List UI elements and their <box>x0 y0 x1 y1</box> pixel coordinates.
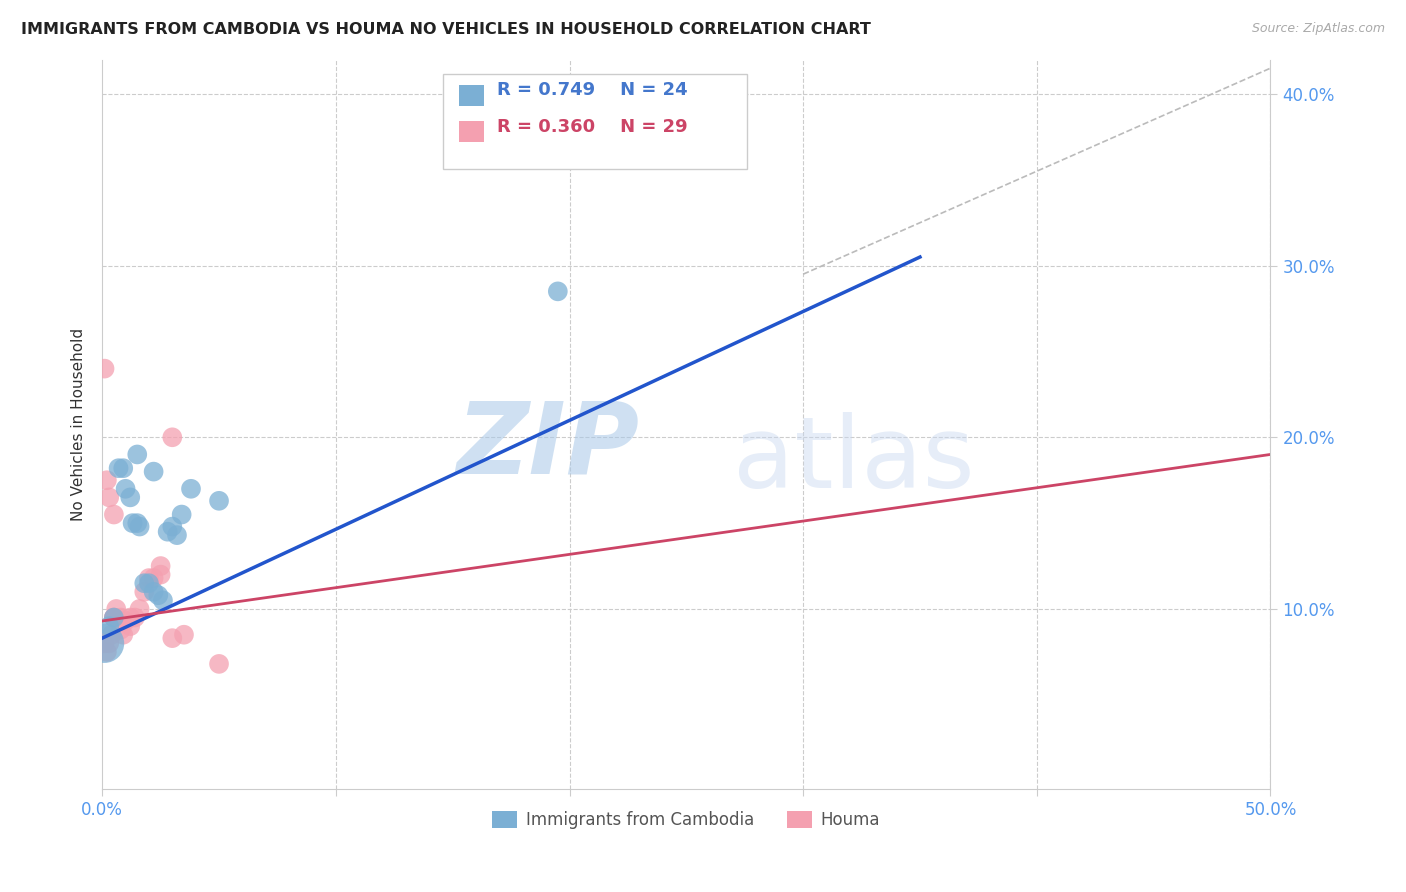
Point <box>98 491 121 505</box>
Point <box>148 588 170 602</box>
Point <box>152 593 174 607</box>
Point <box>138 576 160 591</box>
Point <box>112 461 135 475</box>
Point <box>103 610 125 624</box>
Point <box>112 628 135 642</box>
FancyBboxPatch shape <box>443 74 747 169</box>
Point <box>120 619 142 633</box>
Point <box>162 519 184 533</box>
Text: ZIP: ZIP <box>457 398 640 495</box>
Point <box>100 628 122 642</box>
Point <box>96 473 118 487</box>
Text: IMMIGRANTS FROM CAMBODIA VS HOUMA NO VEHICLES IN HOUSEHOLD CORRELATION CHART: IMMIGRANTS FROM CAMBODIA VS HOUMA NO VEH… <box>21 22 870 37</box>
Point <box>98 619 121 633</box>
Point <box>142 571 165 585</box>
FancyBboxPatch shape <box>458 85 484 105</box>
Legend: Immigrants from Cambodia, Houma: Immigrants from Cambodia, Houma <box>486 804 887 836</box>
Point <box>149 567 172 582</box>
Point <box>127 447 149 461</box>
Point <box>105 602 128 616</box>
FancyBboxPatch shape <box>458 121 484 142</box>
Point <box>208 657 231 671</box>
Point <box>149 559 172 574</box>
Text: R = 0.749    N = 24: R = 0.749 N = 24 <box>498 81 688 99</box>
Point <box>128 519 150 533</box>
Y-axis label: No Vehicles in Household: No Vehicles in Household <box>72 328 86 521</box>
Point <box>93 636 115 650</box>
Point <box>114 614 136 628</box>
Point <box>121 516 143 530</box>
Point <box>120 610 142 624</box>
Point <box>107 614 129 628</box>
Point <box>120 491 142 505</box>
Point <box>180 482 202 496</box>
Point <box>127 516 149 530</box>
Point <box>93 361 115 376</box>
Point <box>103 610 125 624</box>
Text: atlas: atlas <box>733 412 974 509</box>
Point <box>134 584 156 599</box>
Point <box>107 461 129 475</box>
Point <box>166 528 188 542</box>
Point <box>208 493 231 508</box>
Point <box>124 610 146 624</box>
Point <box>128 602 150 616</box>
Point <box>547 285 569 299</box>
Point <box>98 636 121 650</box>
Point <box>103 508 125 522</box>
Point <box>138 571 160 585</box>
Point <box>162 631 184 645</box>
Text: R = 0.360    N = 29: R = 0.360 N = 29 <box>498 118 688 136</box>
Point <box>103 610 125 624</box>
Point <box>114 482 136 496</box>
Point <box>134 576 156 591</box>
Point <box>156 524 179 539</box>
Point <box>93 636 115 650</box>
Point <box>96 645 118 659</box>
Point <box>173 628 195 642</box>
Text: Source: ZipAtlas.com: Source: ZipAtlas.com <box>1251 22 1385 36</box>
Point <box>142 584 165 599</box>
Point <box>110 610 132 624</box>
Point <box>162 430 184 444</box>
Point <box>110 623 132 637</box>
Point <box>170 508 193 522</box>
Point <box>142 465 165 479</box>
